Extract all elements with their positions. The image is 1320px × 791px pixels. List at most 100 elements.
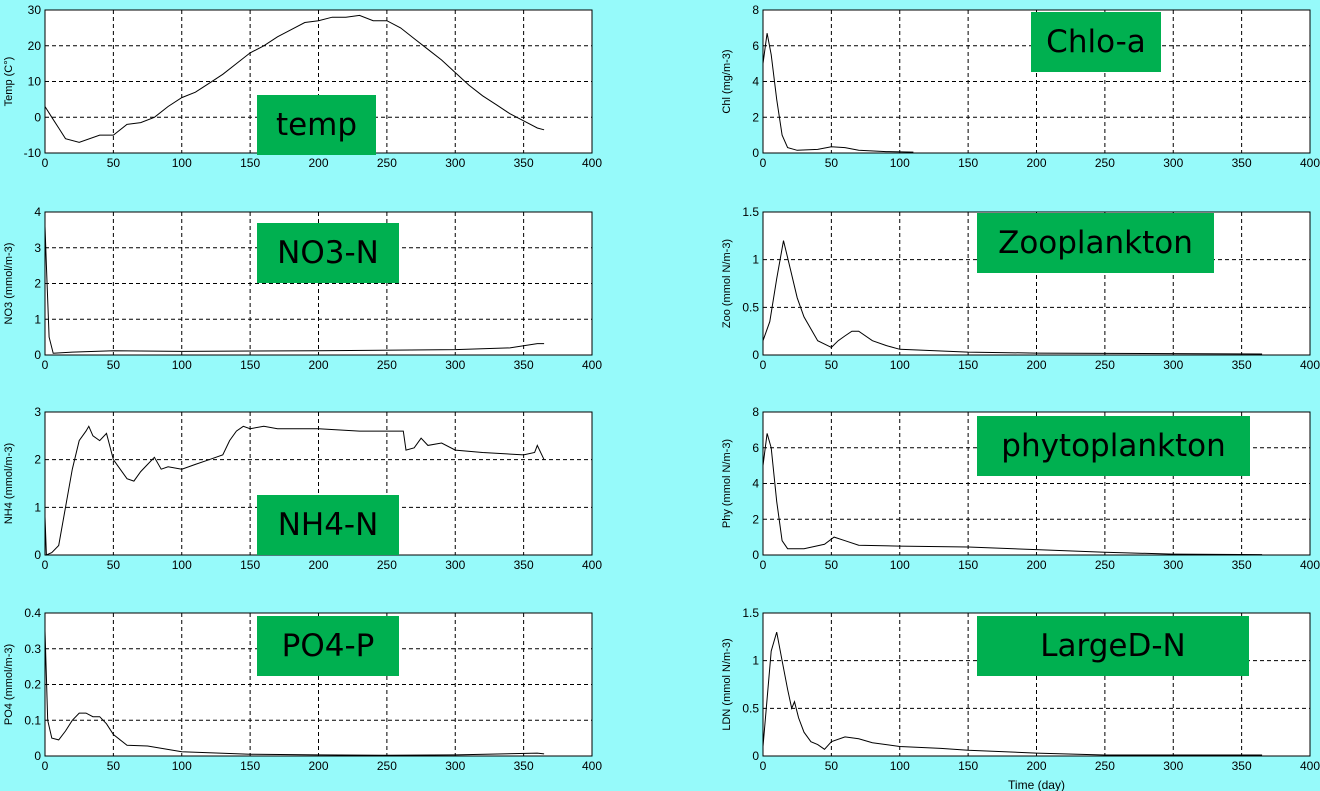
plot-frame [762, 612, 1311, 757]
x-tick-label: 100 [172, 558, 192, 572]
x-tick-label: 200 [1026, 156, 1046, 170]
x-tick-label: 400 [582, 759, 602, 773]
x-tick-label: 350 [514, 156, 534, 170]
series-line-chlo-a [762, 33, 914, 153]
y-tick-label: 6 [752, 441, 759, 455]
x-tick-label: 250 [377, 558, 397, 572]
y-tick-label: 8 [752, 3, 759, 17]
subplot-po4-p: 0 50 100 150 200 250 300 350 400 0 0.1 0.2 0.3 0.4 PO4… [3, 606, 602, 773]
y-axis-label: Zoo (mmol N/m-3) [721, 239, 733, 328]
x-tick-label: 300 [1163, 358, 1183, 372]
y-tick-label: 1 [752, 654, 759, 668]
y-tick-label: 0.4 [24, 606, 41, 620]
x-tick-label: 300 [1163, 156, 1183, 170]
x-axis-label: Time (day) [1008, 778, 1065, 791]
plot-frame [762, 411, 1311, 556]
x-tick-label: 0 [42, 759, 49, 773]
subplot-chlo-a: 0 50 100 150 200 250 300 350 400 0 2 4 6 8 Chl (mg/m-3… [721, 3, 1320, 170]
x-tick-label: 150 [958, 156, 978, 170]
x-tick-label: 250 [377, 358, 397, 372]
y-tick-label: 0 [752, 749, 759, 763]
x-tick-label: 250 [1095, 358, 1115, 372]
plot-frame [44, 612, 593, 757]
y-tick-label: 0 [34, 110, 41, 124]
y-tick-label: 0 [752, 146, 759, 160]
series-line-nh4-n [44, 425, 545, 556]
x-tick-label: 400 [582, 156, 602, 170]
y-tick-label: 30 [28, 3, 42, 17]
series-line-temp [44, 14, 545, 143]
x-tick-label: 50 [107, 358, 121, 372]
x-tick-label: 150 [240, 156, 260, 170]
x-tick-label: 350 [514, 558, 534, 572]
y-axis-label: LDN (mmol N/m-3) [721, 638, 733, 730]
x-tick-label: 0 [42, 358, 49, 372]
y-tick-label: 2 [752, 110, 759, 124]
y-tick-label: 4 [752, 477, 759, 491]
x-tick-label: 300 [445, 558, 465, 572]
y-tick-label: 0 [752, 548, 759, 562]
x-tick-label: 400 [1300, 558, 1320, 572]
series-line-phytoplankton [762, 433, 1263, 556]
x-tick-label: 300 [445, 358, 465, 372]
x-tick-label: 0 [42, 558, 49, 572]
x-tick-label: 200 [308, 358, 328, 372]
y-tick-label: 0 [34, 548, 41, 562]
x-tick-label: 250 [377, 156, 397, 170]
x-tick-label: 50 [107, 759, 121, 773]
y-tick-label: 4 [752, 75, 759, 89]
x-tick-label: 350 [1232, 358, 1252, 372]
series-line-no3-n [44, 226, 545, 354]
x-tick-label: 200 [1026, 358, 1046, 372]
x-tick-label: 100 [172, 358, 192, 372]
y-tick-label: 8 [752, 405, 759, 419]
y-axis-label: NO3 (mmol/m-3) [3, 243, 15, 325]
x-tick-label: 200 [1026, 759, 1046, 773]
y-tick-label: 10 [28, 75, 42, 89]
y-tick-label: 6 [752, 39, 759, 53]
x-tick-label: 350 [1232, 558, 1252, 572]
x-tick-label: 350 [514, 358, 534, 372]
x-tick-label: 50 [825, 558, 839, 572]
y-tick-label: 0.5 [742, 300, 759, 314]
plot-frame [762, 211, 1311, 356]
x-tick-label: 100 [890, 358, 910, 372]
x-tick-label: 250 [377, 759, 397, 773]
x-tick-label: 400 [582, 558, 602, 572]
x-tick-label: 0 [760, 759, 767, 773]
series-line-larged-n [762, 631, 1263, 756]
x-tick-label: 200 [308, 156, 328, 170]
y-tick-label: 4 [34, 205, 41, 219]
x-tick-label: 400 [1300, 358, 1320, 372]
y-tick-label: 1.5 [742, 205, 759, 219]
x-tick-label: 350 [1232, 156, 1252, 170]
y-axis-label: Chl (mg/m-3) [721, 49, 733, 113]
y-tick-label: 0.2 [24, 678, 41, 692]
series-tag-temp: temp [257, 95, 376, 155]
x-tick-label: 400 [1300, 156, 1320, 170]
y-axis-label: Phy (mmol N/m-3) [721, 439, 733, 528]
x-tick-label: 250 [1095, 759, 1115, 773]
y-tick-label: 2 [34, 277, 41, 291]
x-tick-label: 400 [1300, 759, 1320, 773]
y-tick-label: 2 [752, 512, 759, 526]
y-axis-label: NH4 (mmol/m-3) [3, 443, 15, 524]
plot-frame [762, 9, 1311, 154]
x-tick-label: 50 [825, 156, 839, 170]
x-tick-label: 350 [1232, 759, 1252, 773]
x-tick-label: 400 [582, 358, 602, 372]
plot-frame [44, 211, 593, 356]
x-tick-label: 300 [445, 759, 465, 773]
x-tick-label: 50 [107, 558, 121, 572]
series-tag-larged-n: LargeD-N [977, 616, 1249, 676]
y-tick-label: 20 [28, 39, 42, 53]
x-tick-label: 350 [514, 759, 534, 773]
x-tick-label: 300 [445, 156, 465, 170]
x-tick-label: 150 [240, 759, 260, 773]
series-tag-phytoplankton: phytoplankton [977, 416, 1250, 476]
x-tick-label: 250 [1095, 156, 1115, 170]
series-tag-chlo-a: Chlo-a [1031, 12, 1161, 72]
x-tick-label: 200 [308, 558, 328, 572]
x-tick-label: 0 [760, 156, 767, 170]
series-tag-nh4-n: NH4-N [257, 495, 399, 555]
